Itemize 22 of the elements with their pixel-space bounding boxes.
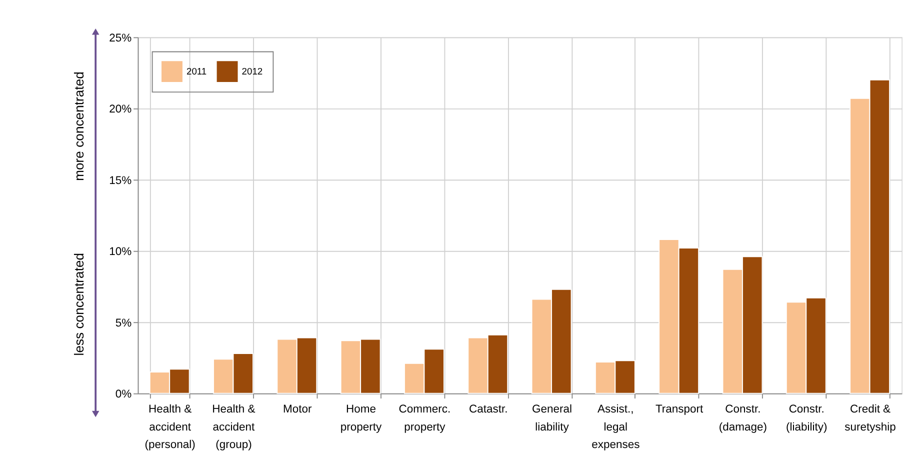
y-tick-label: 15% bbox=[109, 174, 132, 187]
y-tick-label: 10% bbox=[109, 246, 132, 258]
x-tick-label: Health & accident (personal) bbox=[144, 404, 196, 452]
y-tick-label: 0% bbox=[115, 388, 132, 401]
x-tick-label: Credit & suretyship bbox=[844, 404, 896, 434]
x-tick-label: Catastr. bbox=[468, 404, 508, 416]
y-tick-label: 5% bbox=[115, 317, 132, 330]
text: less concentrated bbox=[71, 252, 86, 356]
y-tick-label: 20% bbox=[109, 104, 132, 116]
legend-label: 2012 bbox=[242, 66, 263, 76]
x-tick-label: Transport bbox=[655, 404, 704, 416]
x-tick-label: Constr. (damage) bbox=[718, 404, 768, 434]
x-tick-label: Commerc. property bbox=[398, 404, 451, 434]
x-tick-label: Home property bbox=[340, 404, 382, 434]
x-tick-label: Constr. (liability) bbox=[786, 404, 828, 434]
x-tick-label: Assist., legal expenses bbox=[592, 404, 640, 452]
x-tick-label: Motor bbox=[283, 404, 312, 416]
y-tick-label: 25% bbox=[109, 32, 132, 44]
text: more concentrated bbox=[71, 72, 86, 181]
legend-label: 2011 bbox=[186, 66, 207, 76]
x-tick-label: General liability bbox=[532, 404, 572, 434]
x-tick-label: Health & accident (group) bbox=[212, 404, 256, 452]
